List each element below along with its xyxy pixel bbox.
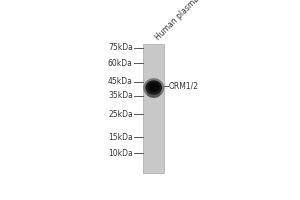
Text: Human plasma: Human plasma [154, 0, 201, 42]
Text: 35kDa: 35kDa [108, 91, 133, 100]
Text: 10kDa: 10kDa [108, 149, 133, 158]
Ellipse shape [146, 80, 162, 95]
Text: 25kDa: 25kDa [108, 110, 133, 119]
Bar [143, 44, 164, 173]
Text: 15kDa: 15kDa [108, 133, 133, 142]
Text: 75kDa: 75kDa [108, 43, 133, 52]
Text: 45kDa: 45kDa [108, 77, 133, 86]
Ellipse shape [147, 88, 161, 98]
Text: ORM1/2: ORM1/2 [169, 81, 199, 90]
Ellipse shape [148, 82, 160, 92]
Ellipse shape [143, 78, 164, 98]
Text: 60kDa: 60kDa [108, 59, 133, 68]
